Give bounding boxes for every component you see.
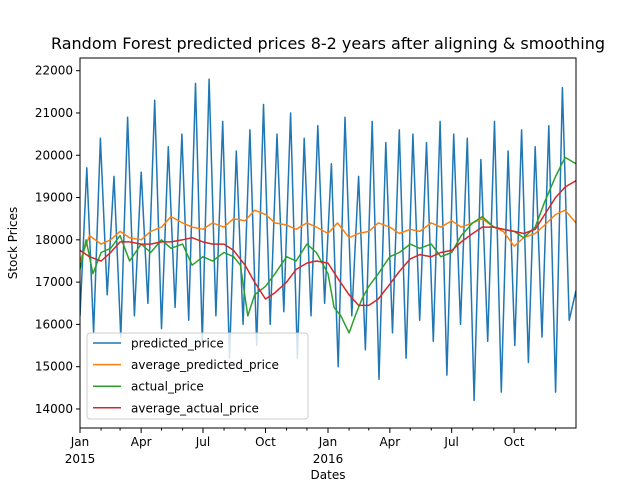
legend: predicted_price average_predicted_priceac…	[86, 332, 309, 420]
x-tick-label: Jul	[443, 435, 458, 449]
y-tick-label: 19000	[35, 191, 73, 205]
legend-box	[86, 332, 309, 420]
x-axis-label: Dates	[311, 468, 346, 480]
plot-frame	[79, 57, 577, 429]
series-line-average-actual-price	[80, 179, 576, 307]
y-tick-label: 14000	[35, 402, 73, 416]
y-tick-label: 18000	[35, 233, 73, 247]
y-tick-label: 20000	[35, 148, 73, 162]
legend-label-predicted-price: predicted_price	[131, 337, 224, 351]
y-tick-label: 17000	[35, 275, 73, 289]
x-tick-label: Jan	[318, 435, 338, 449]
legend-label-actual-price: actual_price	[131, 380, 204, 394]
x-tick-label: Jan	[70, 435, 90, 449]
x-tick-label: Apr	[131, 435, 152, 449]
x-tick-year-label: 2015	[65, 452, 96, 466]
y-axis-ticks: 14000 15000 16000 17000 18000 19000 20000 21000…	[35, 64, 80, 416]
x-tick-label: Apr	[379, 435, 400, 449]
x-axis-ticks: Jan 2015 Apr Jul Oct Jan 2016 Apr Jul Oct	[65, 428, 557, 466]
y-axis-label: Stock Prices	[6, 207, 20, 280]
x-tick-label: Oct	[255, 435, 276, 449]
plot-area	[80, 78, 576, 402]
x-tick-label: Jul	[195, 435, 210, 449]
y-tick-label: 22000	[35, 64, 73, 78]
x-tick-label: Oct	[504, 435, 525, 449]
y-tick-label: 21000	[35, 106, 73, 120]
y-tick-label: 16000	[35, 317, 73, 331]
x-tick-year-label: 2016	[313, 452, 344, 466]
chart-title: Random Forest predicted prices 8-2 years…	[51, 34, 605, 53]
y-tick-label: 15000	[35, 360, 73, 374]
series-line-actual-price	[80, 156, 576, 334]
legend-label-average-predicted-price: average_predicted_price	[131, 358, 279, 372]
legend-label-average-actual-price: average_actual_price	[131, 401, 259, 415]
